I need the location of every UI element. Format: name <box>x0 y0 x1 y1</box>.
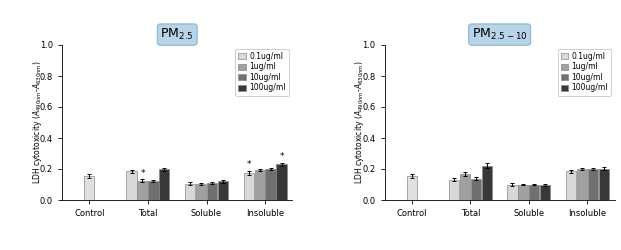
Y-axis label: LDH cytotoxicity ($A_{490nm}$-$A_{630nm}$): LDH cytotoxicity ($A_{490nm}$-$A_{630nm}… <box>353 61 366 184</box>
Bar <box>588 169 598 200</box>
Legend: 0.1ug/ml, 1ug/ml, 10ug/ml, 100ug/ml: 0.1ug/ml, 1ug/ml, 10ug/ml, 100ug/ml <box>235 49 289 96</box>
Bar <box>218 182 228 200</box>
Bar <box>507 184 517 200</box>
Bar <box>160 169 170 200</box>
Bar <box>407 176 417 200</box>
Bar <box>449 180 459 200</box>
Title: PM$_{2.5-10}$: PM$_{2.5-10}$ <box>472 27 527 42</box>
Bar <box>529 184 540 200</box>
Text: *: * <box>247 160 251 169</box>
Bar <box>148 180 158 200</box>
Bar <box>566 171 576 200</box>
Bar <box>207 183 217 200</box>
Bar <box>276 164 286 200</box>
Legend: 0.1ug/ml, 1ug/ml, 10ug/ml, 100ug/ml: 0.1ug/ml, 1ug/ml, 10ug/ml, 100ug/ml <box>558 49 611 96</box>
Bar <box>265 169 276 200</box>
Bar <box>599 169 609 200</box>
Bar <box>540 185 550 200</box>
Bar <box>243 173 254 200</box>
Bar <box>137 180 148 200</box>
Bar <box>196 184 206 200</box>
Bar <box>84 176 94 200</box>
Bar <box>127 171 137 200</box>
Bar <box>577 169 587 200</box>
Y-axis label: LDH cytotoxicity ($A_{490nm}$-$A_{630nm}$): LDH cytotoxicity ($A_{490nm}$-$A_{630nm}… <box>30 61 43 184</box>
Title: PM$_{2.5}$: PM$_{2.5}$ <box>160 27 194 42</box>
Text: *: * <box>279 152 284 161</box>
Bar <box>255 170 265 200</box>
Bar <box>460 174 470 200</box>
Bar <box>519 184 528 200</box>
Bar <box>185 184 195 200</box>
Text: *: * <box>140 168 145 177</box>
Bar <box>471 178 481 200</box>
Bar <box>482 166 492 200</box>
